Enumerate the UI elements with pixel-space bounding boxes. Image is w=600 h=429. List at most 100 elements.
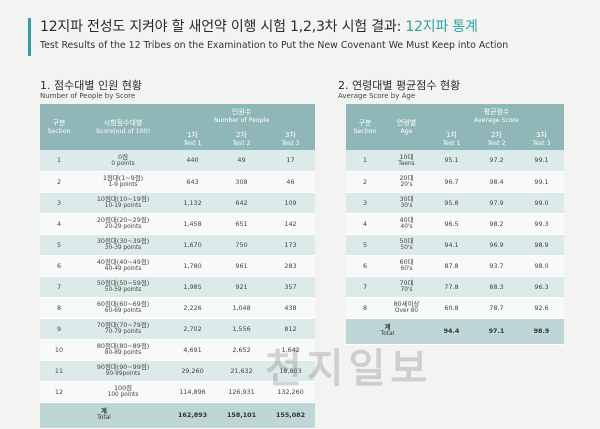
value-test3: 173 xyxy=(266,234,315,255)
row-number: 8 xyxy=(40,297,78,318)
value-test2: 921 xyxy=(217,276,266,297)
section1-title: 1. 점수대별 인원 현황 xyxy=(40,79,142,92)
row-label: 80점대(80~89점) 80-89 points xyxy=(78,339,168,360)
value-test1: 1,670 xyxy=(168,234,217,255)
table-row: 7 70대 70's 77.8 88.3 96.3 xyxy=(346,276,564,297)
value-test1: 1,780 xyxy=(168,255,217,276)
table-row: 4 40대 40's 96.5 98.2 99.3 xyxy=(346,213,564,234)
table-row: 3 30대 30's 95.8 97.9 99.0 xyxy=(346,192,564,213)
row-number: 2 xyxy=(346,171,384,192)
value-test2: 750 xyxy=(217,234,266,255)
row-label: 10대 Teens xyxy=(384,150,429,171)
title-accent: 12지파 통계 xyxy=(405,19,478,35)
value-test2: 126,931 xyxy=(217,381,266,402)
value-test3: 99.1 xyxy=(519,150,564,171)
value-test2: 2,652 xyxy=(217,339,266,360)
row-number: 5 xyxy=(40,234,78,255)
total-test2: 158,101 xyxy=(217,402,266,428)
row-number: 7 xyxy=(346,276,384,297)
value-test3: 92.6 xyxy=(519,297,564,318)
row-label: 40점대(40~49점) 40-49 points xyxy=(78,255,168,276)
total-row: 계 Total 94.4 97.1 98.9 xyxy=(346,318,564,344)
value-test2: 96.9 xyxy=(474,234,519,255)
row-number: 2 xyxy=(40,171,78,192)
value-test1: 60.8 xyxy=(429,297,474,318)
total-test3: 155,082 xyxy=(266,402,315,428)
row-number: 11 xyxy=(40,360,78,381)
value-test1: 77.8 xyxy=(429,276,474,297)
value-test1: 96.7 xyxy=(429,171,474,192)
value-test3: 46 xyxy=(266,171,315,192)
total-label: 계 Total xyxy=(346,318,429,344)
title-main: 12지파 전성도 지켜야 할 새언약 이행 시험 1,2,3차 시험 결과: xyxy=(40,19,406,35)
row-number: 1 xyxy=(346,150,384,171)
value-test2: 21,632 xyxy=(217,360,266,381)
value-test2: 98.2 xyxy=(474,213,519,234)
value-test1: 29,260 xyxy=(168,360,217,381)
header-section: 구분 Section xyxy=(40,104,78,150)
table-row: 3 10점대(10~19점) 10-19 points 1,132 642 109 xyxy=(40,192,315,213)
value-test1: 2,226 xyxy=(168,297,217,318)
value-test2: 97.9 xyxy=(474,192,519,213)
value-test2: 49 xyxy=(217,150,266,171)
header-test1: 1차 Test 1 xyxy=(429,128,474,150)
header-number-of-people: 인원수 Number of People xyxy=(168,104,315,128)
value-test3: 99.0 xyxy=(519,192,564,213)
score-distribution-table: 구분 Section 시험점수대별 Score(out of 100) 인원수 Num… xyxy=(40,104,315,429)
table-row: 8 60점대(60~69점) 60-69 points 2,226 1,048 438 xyxy=(40,297,315,318)
row-number: 4 xyxy=(346,213,384,234)
table-row: 1 0점 0 points 440 49 17 xyxy=(40,150,315,171)
row-label: 60점대(60~69점) 60-69 points xyxy=(78,297,168,318)
row-label: 20대 20's xyxy=(384,171,429,192)
header-section: 구분 Section xyxy=(346,104,384,150)
value-test2: 78.7 xyxy=(474,297,519,318)
row-label: 1점대(1~9점) 1-9 points xyxy=(78,171,168,192)
value-test3: 438 xyxy=(266,297,315,318)
section1-subtitle: Number of People by Score xyxy=(40,92,136,100)
row-number: 8 xyxy=(346,297,384,318)
row-number: 1 xyxy=(40,150,78,171)
value-test3: 142 xyxy=(266,213,315,234)
value-test1: 643 xyxy=(168,171,217,192)
header-average-score: 평균점수 Average Score xyxy=(429,104,564,128)
value-test1: 4,691 xyxy=(168,339,217,360)
value-test2: 1,556 xyxy=(217,318,266,339)
value-test3: 1,642 xyxy=(266,339,315,360)
value-test1: 1,985 xyxy=(168,276,217,297)
value-test1: 1,458 xyxy=(168,213,217,234)
value-test1: 2,702 xyxy=(168,318,217,339)
table-row: 1 10대 Teens 95.1 97.2 99.1 xyxy=(346,150,564,171)
row-label: 50점대(50~59점) 50-59 points xyxy=(78,276,168,297)
table-row: 5 50대 50's 94.1 96.9 98.9 xyxy=(346,234,564,255)
total-test2: 97.1 xyxy=(474,318,519,344)
table-row: 7 50점대(50~59점) 50-59 points 1,985 921 357 xyxy=(40,276,315,297)
value-test2: 642 xyxy=(217,192,266,213)
header-test2: 2차 Test 2 xyxy=(474,128,519,150)
value-test3: 99.1 xyxy=(519,171,564,192)
title-accent-bar xyxy=(28,18,31,56)
value-test3: 812 xyxy=(266,318,315,339)
value-test2: 98.4 xyxy=(474,171,519,192)
table-row: 12 100점 100 points 114,896 126,931 132,260 xyxy=(40,381,315,402)
row-number: 12 xyxy=(40,381,78,402)
row-number: 6 xyxy=(346,255,384,276)
value-test2: 308 xyxy=(217,171,266,192)
value-test2: 88.3 xyxy=(474,276,519,297)
section2-title: 2. 연령대별 평균점수 현황 xyxy=(338,79,461,92)
table-row: 4 20점대(20~29점) 20-29 points 1,458 651 142 xyxy=(40,213,315,234)
value-test1: 95.1 xyxy=(429,150,474,171)
value-test1: 94.1 xyxy=(429,234,474,255)
row-label: 80세이상 Over 80 xyxy=(384,297,429,318)
value-test3: 18,803 xyxy=(266,360,315,381)
table-row: 9 70점대(70~79점) 70-79 points 2,702 1,556 812 xyxy=(40,318,315,339)
row-number: 9 xyxy=(40,318,78,339)
row-number: 3 xyxy=(40,192,78,213)
value-test3: 132,260 xyxy=(266,381,315,402)
row-label: 30대 30's xyxy=(384,192,429,213)
row-label: 70점대(70~79점) 70-79 points xyxy=(78,318,168,339)
header-score: 시험점수대별 Score(out of 100) xyxy=(78,104,168,150)
row-label: 40대 40's xyxy=(384,213,429,234)
header-test3: 3차 Test 3 xyxy=(266,128,315,150)
value-test3: 109 xyxy=(266,192,315,213)
